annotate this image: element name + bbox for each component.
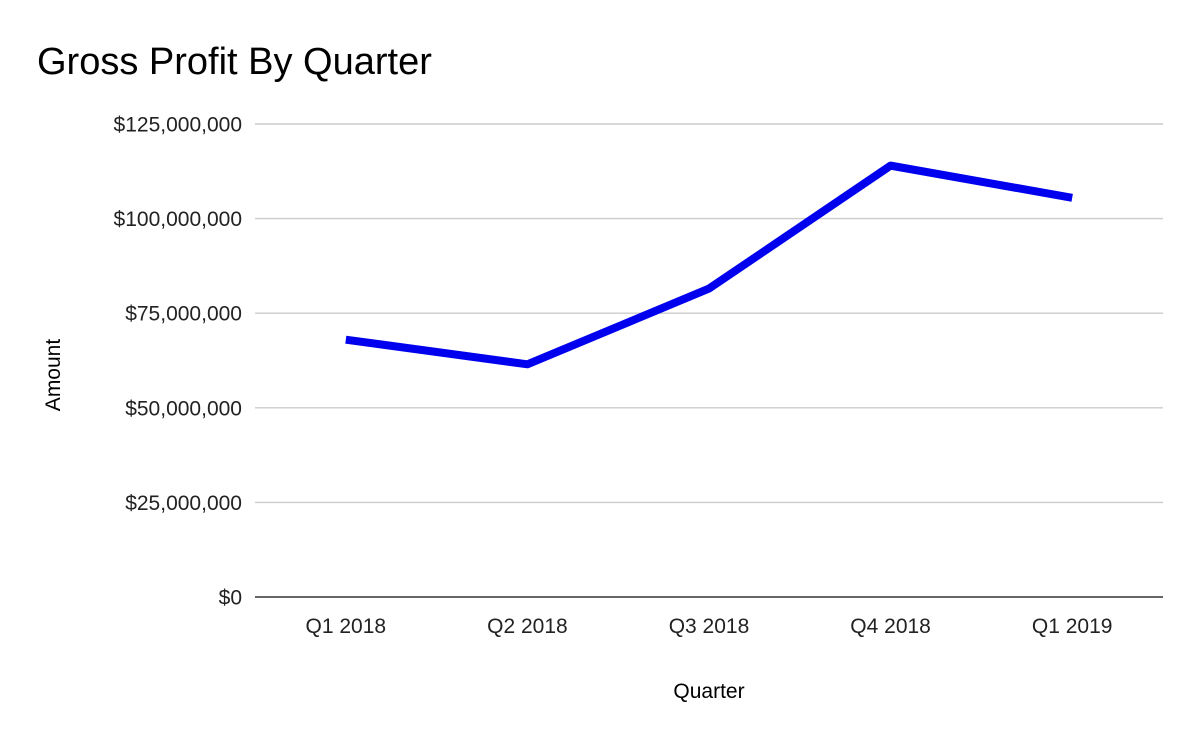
series-layer: [345, 161, 1073, 369]
x-tick-label: Q4 2018: [850, 615, 931, 638]
x-tick-label: Q1 2018: [306, 615, 387, 638]
y-axis-title: Amount: [42, 339, 65, 412]
y-tick-label: $25,000,000: [125, 492, 242, 515]
y-tick-label: $125,000,000: [114, 114, 242, 137]
x-tick-label: Q2 2018: [487, 615, 568, 638]
y-tick-label: $50,000,000: [125, 397, 242, 420]
series-line: [345, 161, 1073, 369]
y-tick-label: $100,000,000: [114, 208, 242, 231]
x-tick-label: Q1 2019: [1032, 615, 1113, 638]
gridlines: [255, 123, 1163, 598]
x-tick-label: Q3 2018: [669, 615, 750, 638]
chart-title: Gross Profit By Quarter: [37, 41, 432, 83]
y-axis-tick-labels: $0 $25,000,000 $50,000,000 $75,000,000 $100,…: [114, 114, 242, 610]
y-tick-label: $0: [219, 587, 242, 610]
x-axis-tick-labels: Q1 2018 Q2 2018 Q3 2018 Q4 2018 Q1 2019: [306, 615, 1113, 638]
x-axis-title: Quarter: [673, 680, 744, 703]
y-tick-label: $75,000,000: [125, 303, 242, 326]
